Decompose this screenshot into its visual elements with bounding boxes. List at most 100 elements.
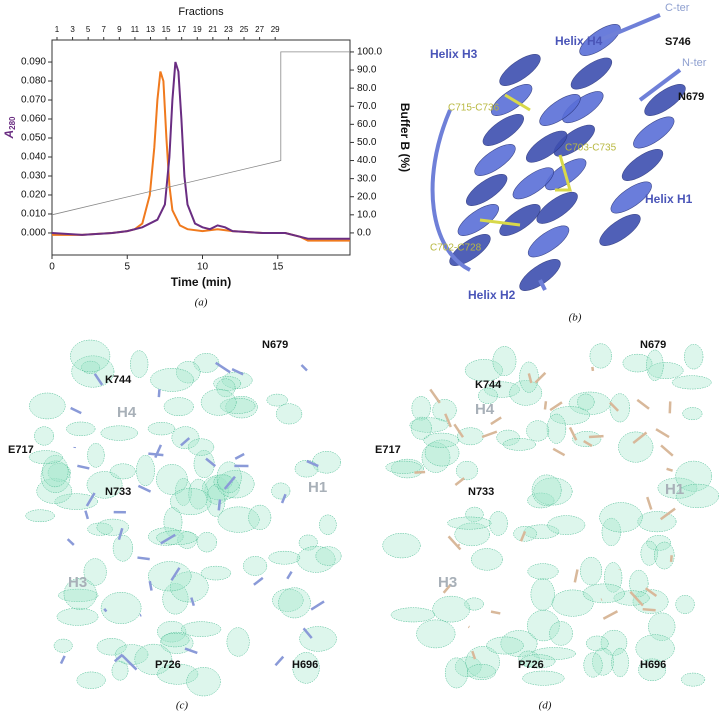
- stick: [527, 373, 533, 384]
- density-blob: [671, 375, 712, 390]
- y-tick-label: 0.070: [21, 95, 46, 106]
- density-blob: [486, 636, 524, 655]
- stick: [59, 655, 66, 665]
- density-blob: [585, 635, 609, 652]
- density-blob: [216, 461, 242, 494]
- helix-turn: [457, 204, 499, 236]
- stick: [300, 364, 308, 372]
- stick: [121, 654, 138, 671]
- density-blob: [200, 388, 237, 416]
- y2-tick-label: 80.0: [357, 83, 377, 94]
- density-blob: [147, 422, 176, 436]
- stick: [184, 647, 198, 655]
- panel-label: C715-C736: [448, 103, 500, 114]
- stick: [205, 457, 217, 468]
- stick: [414, 470, 426, 474]
- stick: [234, 452, 245, 460]
- density-blob: [464, 359, 503, 382]
- density-blob: [28, 450, 63, 465]
- x2-tick-label: 3: [70, 25, 75, 34]
- stick: [481, 430, 498, 439]
- density-blob: [409, 417, 449, 433]
- density-blob: [162, 583, 189, 615]
- caption: (d): [539, 700, 552, 712]
- helix-turn: [570, 57, 613, 90]
- density-blob: [648, 612, 676, 641]
- loop: [430, 13, 682, 291]
- helix-turn: [466, 174, 508, 206]
- density-blob: [572, 431, 602, 447]
- density-blob: [134, 643, 173, 675]
- density-blob: [177, 531, 197, 549]
- stick: [609, 401, 620, 412]
- density-blob: [213, 376, 242, 391]
- density-blob: [527, 563, 559, 580]
- density-blob: [319, 514, 337, 535]
- stick: [644, 587, 658, 597]
- helix-turn: [610, 181, 652, 214]
- panel-label: S746: [665, 36, 691, 48]
- density-blob: [604, 562, 623, 593]
- density-blob: [477, 387, 498, 404]
- density-blob: [111, 660, 129, 681]
- density-blob: [465, 506, 484, 522]
- density-blob: [611, 647, 629, 678]
- density-blob: [382, 532, 421, 559]
- panel-label: C702-C728: [430, 243, 482, 254]
- density-blob: [444, 657, 469, 689]
- panel-label: N679: [640, 339, 666, 351]
- density-blob: [157, 621, 187, 643]
- x-tick-label: 15: [272, 262, 284, 273]
- panel-label: Helix H4: [555, 34, 603, 48]
- panel-label: C703-C735: [565, 143, 617, 154]
- density-blob: [278, 587, 311, 619]
- y-tick-label: 0.010: [21, 209, 46, 220]
- buffer-line: [51, 51, 350, 216]
- panel-label: H1: [665, 481, 684, 498]
- density-blob: [416, 619, 456, 649]
- y2-tick-label: 50.0: [357, 137, 377, 148]
- helix-turn: [553, 124, 595, 157]
- density-blob: [96, 638, 127, 656]
- density-blob: [454, 522, 490, 547]
- helix-turn: [519, 259, 561, 291]
- stick: [591, 366, 595, 372]
- panel-label: P726: [518, 659, 544, 671]
- density-blob: [83, 558, 107, 586]
- stick: [660, 444, 674, 457]
- density-blob: [675, 595, 695, 614]
- panel-label: Helix H3: [430, 47, 478, 61]
- density-blob: [464, 597, 484, 611]
- density-blob: [200, 565, 232, 581]
- density-blob: [675, 483, 720, 509]
- helix-turn: [644, 84, 686, 116]
- x2-tick-label: 5: [86, 25, 91, 34]
- density-blob: [471, 548, 503, 571]
- stick: [170, 567, 181, 581]
- x2-tick-label: 11: [131, 25, 140, 34]
- panel-label: N679: [678, 91, 704, 103]
- stick: [117, 527, 124, 541]
- density-blob: [637, 511, 677, 533]
- stick: [629, 590, 644, 607]
- x2-tick-label: 25: [240, 25, 249, 34]
- stick: [157, 389, 161, 398]
- stick: [77, 464, 90, 470]
- density-blob: [81, 360, 100, 374]
- x-tick-label: 0: [49, 262, 55, 273]
- decoration: [25, 13, 720, 697]
- density-blob: [432, 399, 457, 422]
- density-blob: [187, 438, 215, 456]
- density-blob: [148, 527, 184, 546]
- density-blob: [196, 532, 217, 553]
- density-blob: [170, 488, 212, 515]
- stick: [103, 608, 108, 613]
- x2-tick-label: 13: [146, 25, 155, 34]
- y2-axis-label: Buffer B (%): [398, 103, 412, 172]
- stick: [113, 653, 124, 663]
- panel-label: Helix H1: [645, 192, 693, 206]
- stick: [280, 493, 287, 504]
- density-blob: [447, 516, 492, 530]
- disulfide: [479, 93, 572, 227]
- density-blob: [675, 460, 713, 492]
